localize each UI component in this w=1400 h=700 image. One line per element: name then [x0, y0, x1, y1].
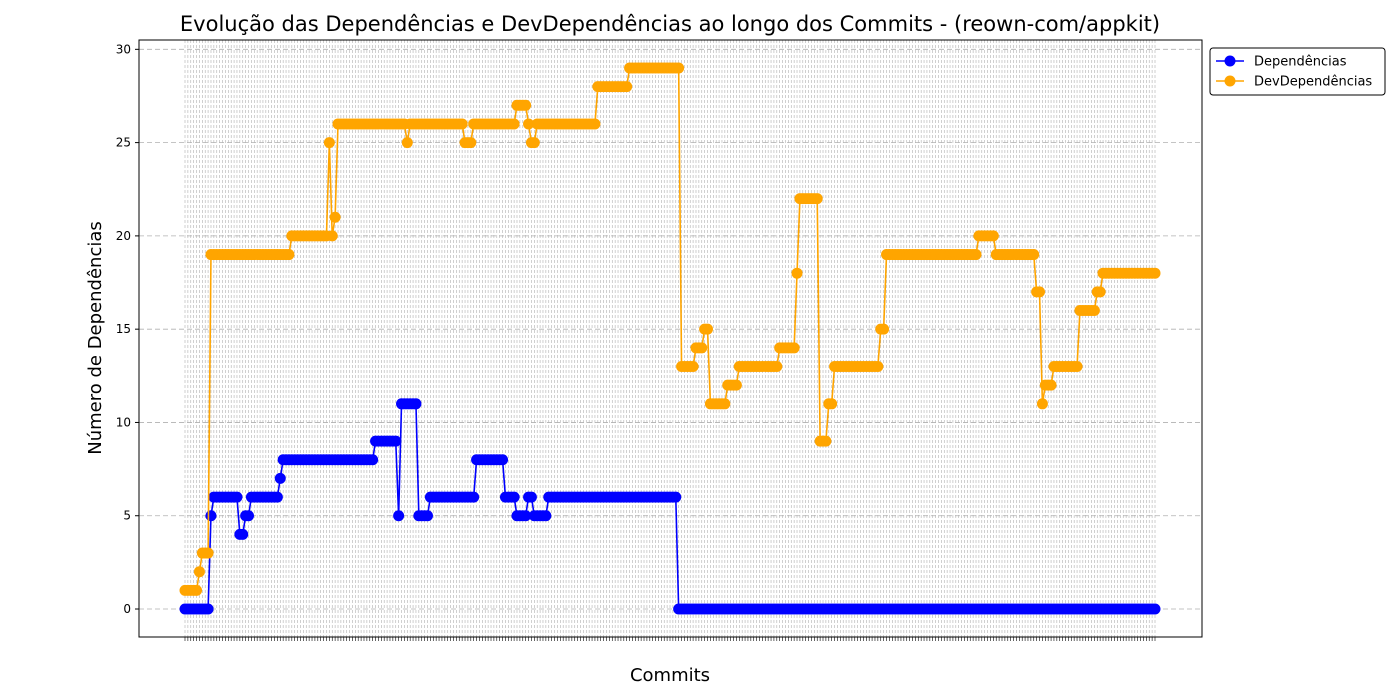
- chart-title: Evolução das Dependências e DevDependênc…: [180, 12, 1160, 36]
- data-point: [422, 510, 433, 522]
- data-point: [508, 118, 520, 130]
- data-point: [621, 81, 633, 93]
- data-point: [523, 118, 535, 130]
- data-point: [1149, 603, 1161, 615]
- data-point: [771, 360, 783, 372]
- data-point: [401, 137, 413, 149]
- legend-marker: [1224, 75, 1236, 87]
- data-point: [367, 454, 379, 466]
- data-point: [791, 267, 803, 279]
- data-point: [231, 491, 243, 503]
- data-point: [987, 230, 999, 242]
- data-point: [702, 323, 714, 335]
- y-tick-label: 25: [116, 136, 131, 150]
- data-point: [1045, 379, 1057, 391]
- legend-box: [1209, 47, 1386, 96]
- data-point: [696, 342, 708, 354]
- data-point: [1088, 305, 1100, 317]
- data-point: [673, 62, 685, 74]
- data-point: [670, 491, 682, 503]
- data-point: [687, 360, 699, 372]
- data-point: [205, 510, 217, 522]
- legend-marker: [1224, 55, 1236, 67]
- data-point: [826, 398, 838, 410]
- data-point: [283, 249, 295, 261]
- data-point: [393, 510, 405, 522]
- data-point: [1094, 286, 1106, 298]
- data-point: [589, 118, 601, 130]
- x-axis-title: Commits: [630, 665, 710, 686]
- data-point: [202, 547, 214, 559]
- data-point: [719, 398, 731, 410]
- y-tick-label: 30: [116, 42, 131, 56]
- y-axis: 0 5 10 15 20 25 30: [116, 42, 139, 616]
- data-point: [271, 491, 283, 503]
- data-point: [525, 491, 537, 503]
- data-point: [468, 491, 480, 503]
- data-point: [497, 454, 509, 466]
- data-point: [1071, 360, 1083, 372]
- data-point: [456, 118, 468, 130]
- data-point: [1028, 249, 1040, 261]
- data-point: [1149, 267, 1161, 279]
- data-point: [520, 99, 532, 111]
- data-point: [788, 342, 800, 354]
- data-point: [191, 584, 203, 596]
- data-point: [465, 137, 477, 149]
- data-point: [970, 249, 982, 261]
- data-point: [540, 510, 552, 522]
- data-point: [274, 472, 286, 484]
- data-point: [520, 510, 532, 522]
- data-point: [323, 137, 335, 149]
- data-point: [872, 360, 884, 372]
- data-point: [329, 211, 341, 223]
- data-point: [528, 137, 540, 149]
- x-axis: [184, 637, 1156, 641]
- series-devdependencias: [179, 62, 1161, 596]
- data-point: [193, 566, 205, 578]
- legend-label: DevDependências: [1254, 75, 1372, 90]
- y-tick-label: 10: [116, 415, 131, 429]
- series-dependencias: [179, 398, 1161, 615]
- data-point: [730, 379, 742, 391]
- data-point: [202, 603, 214, 615]
- y-tick-label: 0: [123, 602, 131, 616]
- y-axis-title: Número de Dependências: [85, 221, 106, 455]
- data-point: [811, 193, 823, 205]
- data-point: [410, 398, 422, 410]
- grid: [139, 40, 1202, 637]
- data-point: [820, 435, 832, 447]
- legend-label: Dependências: [1254, 55, 1347, 70]
- data-point: [326, 230, 338, 242]
- y-tick-label: 20: [116, 229, 131, 243]
- legend: Dependências DevDependências: [1209, 47, 1386, 96]
- data-point: [508, 491, 520, 503]
- data-point: [1036, 398, 1048, 410]
- data-point: [390, 435, 402, 447]
- series-layer: [179, 62, 1161, 615]
- y-tick-label: 15: [116, 322, 131, 336]
- y-tick-label: 5: [123, 509, 131, 523]
- data-point: [1034, 286, 1046, 298]
- plot-frame: [138, 39, 1203, 638]
- data-point: [243, 510, 255, 522]
- data-point: [237, 528, 249, 540]
- data-point: [878, 323, 890, 335]
